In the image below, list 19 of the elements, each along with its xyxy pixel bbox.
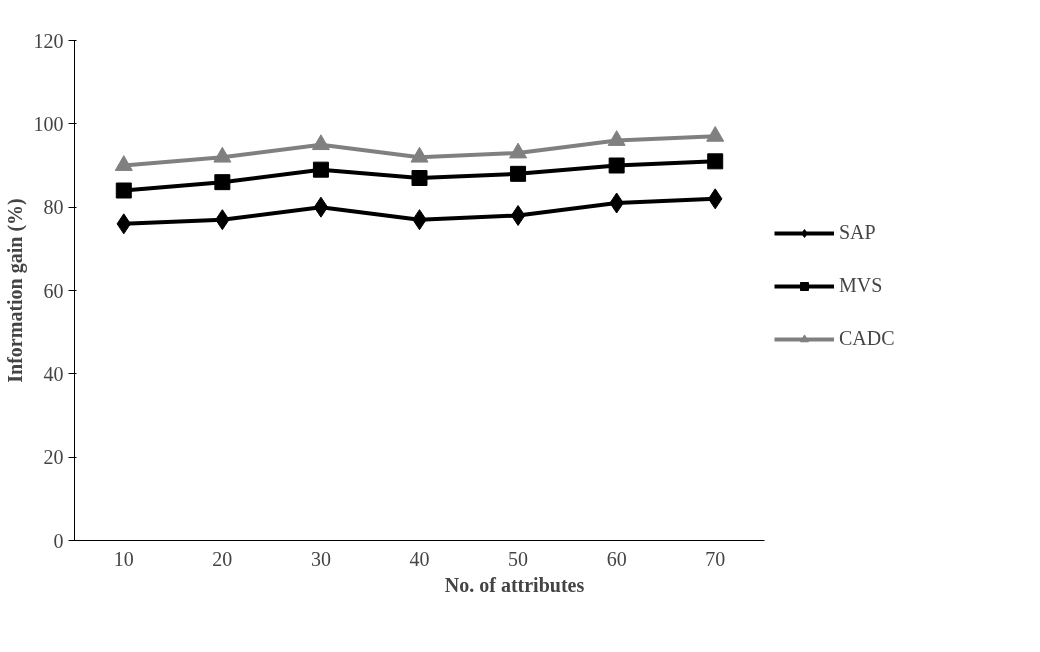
y-tick-label: 80	[43, 196, 64, 219]
y-tick-label: 60	[43, 279, 64, 302]
x-tick-label: 10	[113, 547, 134, 570]
x-tick-label: 20	[212, 547, 233, 570]
x-tick-label: 30	[310, 547, 331, 570]
legend-label: SAP	[839, 221, 876, 244]
x-axis-title: No. of attributes	[444, 573, 585, 596]
x-tick-label: 40	[409, 547, 430, 570]
x-tick-label: 70	[705, 547, 726, 570]
y-tick-label: 20	[43, 446, 64, 469]
y-axis-title: Information gain (%)	[3, 198, 27, 383]
y-tick-label: 100	[33, 112, 64, 135]
y-tick-label: 40	[43, 362, 64, 385]
y-tick-label: 120	[33, 29, 64, 52]
x-tick-label: 50	[508, 547, 529, 570]
x-tick-label: 60	[606, 547, 627, 570]
legend-label: MVS	[839, 274, 883, 297]
y-tick-label: 0	[53, 529, 64, 552]
legend-label: CADC	[839, 327, 895, 350]
